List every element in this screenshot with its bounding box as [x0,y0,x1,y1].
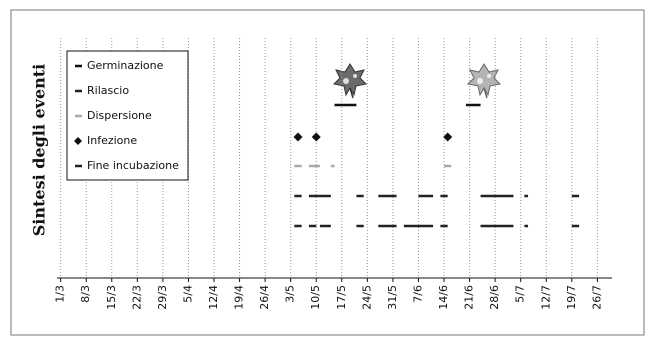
event-diamond [312,133,321,142]
legend-marker [75,65,82,68]
event-bar [378,195,396,198]
event-bar [309,225,316,228]
leaf-icon [334,64,366,98]
event-bar [320,225,331,228]
x-tick-label: 19/7 [565,285,578,310]
x-tick-label: 8/3 [79,285,92,303]
legend-label: Rilascio [87,84,129,97]
x-tick-label: 22/3 [130,285,143,310]
x-tick-label: 1/3 [54,285,67,303]
x-tick-label: 15/3 [105,285,118,310]
event-bar [294,165,301,168]
event-bar [356,195,363,198]
x-tick-label: 5/7 [514,285,527,303]
event-bar [335,104,357,107]
legend-label: Fine incubazione [87,159,179,172]
x-tick-label: 28/6 [488,285,501,310]
x-tick-label: 17/5 [335,285,348,310]
event-bar [466,104,481,107]
event-bar [356,225,363,228]
y-axis-title: Sintesi degli eventi [30,64,49,237]
event-bar [309,195,331,198]
legend-marker [75,90,82,93]
event-bar [294,225,301,228]
x-tick-label: 26/7 [590,285,603,310]
event-bar [481,195,514,198]
x-tick-label: 12/4 [207,285,220,310]
legend-marker [75,115,82,118]
event-bar [418,195,433,198]
event-bar [378,225,396,228]
event-bar [524,225,528,228]
x-tick-label: 12/7 [539,285,552,310]
legend-marker [75,165,82,168]
event-bar [572,225,579,228]
event-bar [444,165,451,168]
legend-label: Infezione [87,134,137,147]
legend-label: Dispersione [87,109,152,122]
x-tick-label: 29/3 [156,285,169,310]
event-bar [294,195,301,198]
x-tick-label: 7/6 [411,285,424,303]
event-bar [481,225,514,228]
event-bar [404,225,433,228]
x-tick-label: 26/4 [258,285,271,310]
event-bar [524,195,528,198]
x-tick-label: 21/6 [463,285,476,310]
x-tick-label: 14/6 [437,285,450,310]
event-diamond [443,133,452,142]
event-diamond [293,133,302,142]
event-bar [309,165,320,168]
x-tick-label: 24/5 [360,285,373,310]
x-tick-label: 3/5 [284,285,297,303]
x-tick-label: 10/5 [309,285,322,310]
legend-label: Germinazione [87,59,164,72]
event-bar [331,165,335,168]
event-bar [572,195,579,198]
event-bar [440,225,447,228]
x-tick-label: 5/4 [181,285,194,303]
chart: Sintesi degli eventi 1/3 8/3 15/3 22/3 29/3 5… [0,0,655,342]
event-bar [440,195,447,198]
x-tick-label: 19/4 [233,285,246,310]
x-tick-label: 31/5 [386,285,399,310]
